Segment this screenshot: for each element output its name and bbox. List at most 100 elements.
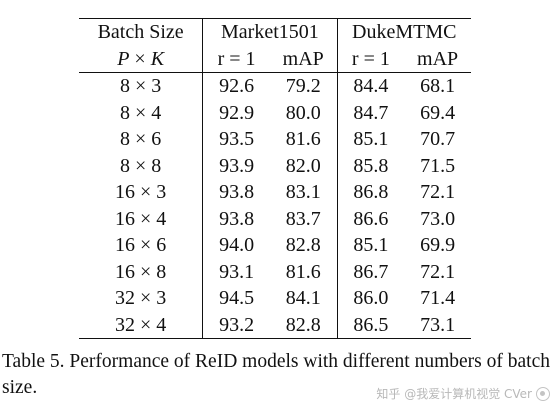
batch-times-symbol: × xyxy=(139,234,152,256)
cell-duke-map: 72.1 xyxy=(420,181,456,203)
batch-times-symbol: × xyxy=(134,75,147,97)
batch-k-value: 8 xyxy=(156,260,167,283)
cell-batch-size: 8 × 4 xyxy=(79,99,204,126)
cell-duke-map: 69.4 xyxy=(420,101,456,124)
cell-batch-size: 8 × 3 xyxy=(79,72,204,100)
cell-market-r1: 92.9 xyxy=(219,101,255,124)
cell-duke-map: 68.1 xyxy=(404,72,471,100)
cell-market-map: 82.0 xyxy=(269,152,338,179)
cell-duke-r1: 84.7 xyxy=(353,101,389,124)
cver-logo-icon xyxy=(536,386,550,401)
batch-p-value: 8 xyxy=(119,75,130,97)
cell-duke-map: 70.7 xyxy=(420,128,456,150)
table-row: 16 × 3 93.8 83.1 86.8 72.1 xyxy=(79,179,471,206)
header-duke-map: mAP xyxy=(417,47,459,70)
batch-times-symbol: × xyxy=(139,313,152,336)
cell-duke-r1: 85.8 xyxy=(353,154,389,177)
batch-k-value: 6 xyxy=(151,128,162,150)
batch-k-value: 3 xyxy=(156,181,167,203)
batch-times-symbol: × xyxy=(134,101,147,124)
batch-k-value: 4 xyxy=(151,101,162,124)
header-market-r1: r = 1 xyxy=(217,47,256,70)
cell-duke-map: 69.9 xyxy=(420,234,456,256)
header-batch-size: Batch Size xyxy=(79,18,204,46)
cell-market-map: 80.0 xyxy=(269,99,338,126)
batch-p-value: 8 xyxy=(119,101,130,124)
batch-k-value: 8 xyxy=(151,154,162,177)
cell-duke-map: 73.0 xyxy=(420,207,456,230)
cell-market-map: 84.1 xyxy=(269,285,338,312)
cell-market-r1: 93.8 xyxy=(219,181,255,203)
batch-times-symbol: × xyxy=(134,154,147,177)
watermark: 知乎 @我爱计算机视觉 CVer xyxy=(376,385,550,402)
batch-p-value: 16 xyxy=(114,260,135,283)
cell-market-r1: 94.5 xyxy=(219,287,255,309)
cell-market-map: 82.8 xyxy=(269,232,338,259)
cell-market-map: 79.2 xyxy=(269,72,338,100)
batch-times-symbol: × xyxy=(139,181,152,203)
header-duke-r1: r = 1 xyxy=(351,47,390,70)
batch-p-value: 16 xyxy=(114,181,135,203)
batch-p-value: 8 xyxy=(119,128,130,150)
cell-duke-r1: 85.1 xyxy=(353,234,389,256)
batch-k-value: 4 xyxy=(156,207,167,230)
cell-batch-size: 8 × 6 xyxy=(79,126,204,153)
table-row: 32 × 4 93.2 82.8 86.5 73.1 xyxy=(79,311,471,339)
cell-market-map: 81.6 xyxy=(269,258,338,285)
table-row: 8 × 6 93.5 81.6 85.1 70.7 xyxy=(79,126,471,153)
table-row: 8 × 3 92.6 79.2 84.4 68.1 xyxy=(79,72,471,100)
table-row: 16 × 4 93.8 83.7 86.6 73.0 xyxy=(79,205,471,232)
batch-k-value: 3 xyxy=(156,287,167,309)
cell-batch-size: 8 × 8 xyxy=(79,152,204,179)
cell-duke-map: 71.5 xyxy=(420,154,456,177)
results-table-container: Batch Size Market1501 DukeMTMC P × K r =… xyxy=(79,18,471,339)
cell-market-r1: 93.2 xyxy=(202,311,270,339)
table-row: 16 × 8 93.1 81.6 86.7 72.1 xyxy=(79,258,471,285)
batch-times-symbol: × xyxy=(139,287,152,309)
batch-times-symbol: × xyxy=(134,128,147,150)
batch-k-value: 4 xyxy=(156,313,167,336)
cell-market-r1: 93.9 xyxy=(219,154,255,177)
table-header-row-1: Batch Size Market1501 DukeMTMC xyxy=(79,18,471,46)
cell-market-r1: 93.8 xyxy=(219,207,255,230)
cell-duke-r1: 86.0 xyxy=(353,287,389,309)
cell-duke-map: 71.4 xyxy=(420,287,456,309)
cell-duke-r1: 86.5 xyxy=(337,311,405,339)
results-table: Batch Size Market1501 DukeMTMC P × K r =… xyxy=(79,18,471,339)
cell-market-r1: 94.0 xyxy=(219,234,255,256)
batch-p-value: 16 xyxy=(114,207,135,230)
batch-p-value: 32 xyxy=(114,287,135,309)
table-row: 32 × 3 94.5 84.1 86.0 71.4 xyxy=(79,285,471,312)
header-k-symbol: K xyxy=(150,47,165,70)
cell-batch-size: 16 × 6 xyxy=(79,232,204,259)
cell-duke-r1: 84.4 xyxy=(337,72,405,100)
cell-market-map: 81.6 xyxy=(269,126,338,153)
batch-p-value: 16 xyxy=(114,234,135,256)
cell-duke-r1: 86.6 xyxy=(353,207,389,230)
batch-k-value: 3 xyxy=(151,75,162,97)
header-dataset-dukemtmc: DukeMTMC xyxy=(337,18,471,46)
cell-duke-map: 73.1 xyxy=(404,311,471,339)
cell-batch-size: 32 × 3 xyxy=(79,285,204,312)
header-p-symbol: P xyxy=(117,47,130,70)
header-market-map: mAP xyxy=(269,45,338,73)
cell-batch-size: 32 × 4 xyxy=(79,311,204,339)
header-dataset-market1501: Market1501 xyxy=(202,18,338,46)
batch-p-value: 8 xyxy=(119,154,130,177)
batch-p-value: 32 xyxy=(114,313,135,336)
batch-times-symbol: × xyxy=(139,260,152,283)
cell-duke-r1: 85.1 xyxy=(353,128,389,150)
cell-market-map: 82.8 xyxy=(269,311,338,339)
cell-market-r1: 92.6 xyxy=(202,72,270,100)
table-caption: Table 5. Performance of ReID models with… xyxy=(2,351,550,398)
cell-batch-size: 16 × 8 xyxy=(79,258,204,285)
cell-batch-size: 16 × 4 xyxy=(79,205,204,232)
cell-market-map: 83.1 xyxy=(269,179,338,206)
cell-duke-r1: 86.8 xyxy=(353,181,389,203)
cell-duke-r1: 86.7 xyxy=(353,260,389,283)
batch-k-value: 6 xyxy=(156,234,167,256)
cell-market-map: 83.7 xyxy=(269,205,338,232)
cell-market-r1: 93.1 xyxy=(219,260,255,283)
watermark-text: 知乎 @我爱计算机视觉 CVer xyxy=(376,387,532,401)
table-row: 16 × 6 94.0 82.8 85.1 69.9 xyxy=(79,232,471,259)
